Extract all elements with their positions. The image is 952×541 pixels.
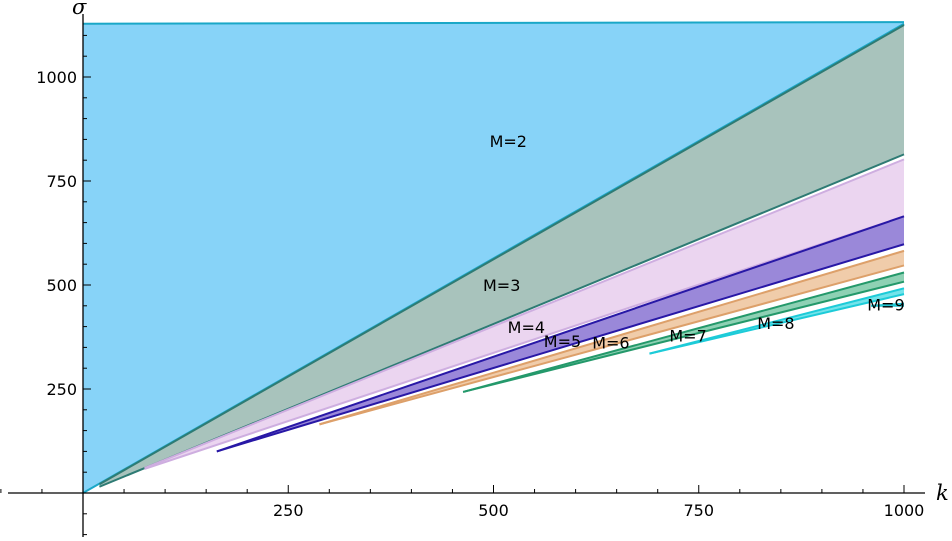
- ticks: [0, 34, 905, 536]
- lower-boundary-m4: [144, 215, 905, 470]
- axes: [0, 14, 925, 537]
- y-tick-label: 1000: [36, 68, 77, 87]
- tick-labels: 250 500 750 1000 250 500 750 1000: [36, 68, 924, 520]
- region-label-m2: M=2: [490, 132, 527, 151]
- y-axis-label: σ: [72, 0, 87, 19]
- x-tick-label: 500: [478, 501, 509, 520]
- upper-boundary-m2: [82, 21, 905, 25]
- upper-boundary-m4: [144, 158, 905, 469]
- region-label-m6: M=6: [592, 334, 629, 353]
- x-tick-label: 750: [683, 501, 714, 520]
- lower-boundary-m8: [649, 293, 905, 355]
- upper-boundary-m7: [462, 271, 905, 393]
- region-label-m3: M=3: [483, 276, 520, 295]
- upper-boundary-m5: [216, 215, 905, 453]
- region-label-m5: M=5: [544, 332, 581, 351]
- y-tick-label: 500: [46, 276, 77, 295]
- lower-boundary-m5: [216, 243, 905, 453]
- y-tick-label: 750: [46, 172, 77, 191]
- lower-boundary-m6: [319, 264, 905, 426]
- region-label-m9: M=9: [867, 295, 904, 314]
- region-label-m4: M=4: [508, 318, 545, 337]
- y-tick-label: 250: [46, 380, 77, 399]
- upper-boundary-m3: [98, 24, 905, 486]
- lower-boundary-m7: [462, 280, 905, 393]
- x-tick-label: 250: [273, 501, 304, 520]
- region-label-m8: M=8: [757, 314, 794, 333]
- region-labels: M=2 M=3 M=4M=5 M=6 M=7 M=8 M=9: [483, 132, 905, 352]
- region-label-m7: M=7: [669, 327, 706, 346]
- x-tick-label: 1000: [884, 501, 925, 520]
- upper-boundary-m6: [319, 249, 905, 426]
- regions: [82, 21, 905, 494]
- x-axis-label: k: [936, 481, 949, 505]
